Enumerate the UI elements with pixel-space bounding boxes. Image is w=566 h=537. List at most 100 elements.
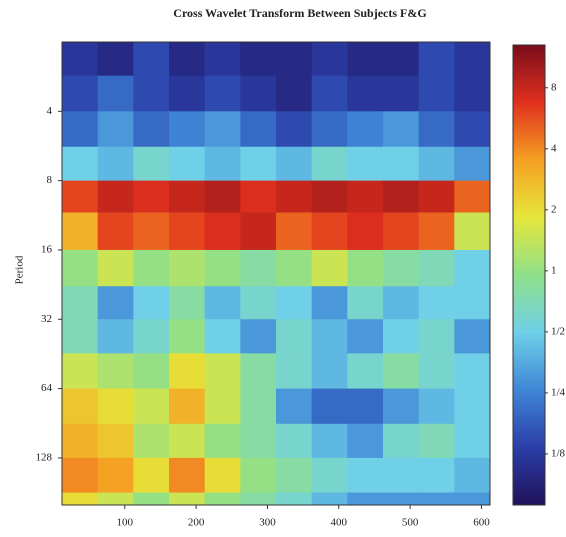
heatmap-cell [204, 180, 241, 213]
heatmap-cell [133, 146, 170, 182]
heatmap-cell [383, 146, 420, 182]
heatmap-cell [311, 249, 348, 287]
heatmap-cell [97, 75, 134, 112]
heatmap-cell [97, 388, 134, 425]
heatmap-cell [454, 75, 491, 112]
heatmap-cell [133, 75, 170, 112]
heatmap-cell [418, 423, 455, 459]
heatmap-cell [62, 423, 99, 459]
heatmap-cell [276, 423, 313, 459]
heatmap-cell [240, 75, 277, 112]
heatmap-cell [383, 457, 420, 494]
heatmap-cell [383, 111, 420, 148]
heatmap-cell [204, 492, 241, 506]
heatmap-cell [454, 423, 491, 459]
heatmap-cell [454, 249, 491, 287]
heatmap-cell [62, 457, 99, 494]
heatmap-cell [240, 249, 277, 287]
heatmap-cell [169, 42, 206, 77]
heatmap-cell [383, 353, 420, 390]
heatmap-cell [383, 319, 420, 354]
heatmap-cell [169, 212, 206, 251]
heatmap-cell [276, 111, 313, 148]
heatmap-cell [240, 180, 277, 213]
heatmap-cell [62, 492, 99, 506]
heatmap-cell [169, 75, 206, 112]
heatmap-cell [383, 180, 420, 213]
x-tick-label: 100 [117, 517, 134, 529]
heatmap-cell [347, 111, 384, 148]
heatmap-cell [418, 111, 455, 148]
heatmap-cell [97, 180, 134, 213]
heatmap-cell [418, 353, 455, 390]
heatmap-cell [276, 492, 313, 506]
heatmap-cell [276, 42, 313, 77]
heatmap-cell [418, 75, 455, 112]
heatmap-cell [418, 457, 455, 494]
heatmap-cell [418, 286, 455, 320]
heatmap-cell [276, 353, 313, 390]
heatmap-cell [62, 353, 99, 390]
heatmap-cell [276, 146, 313, 182]
heatmap-cell [169, 146, 206, 182]
heatmap-cell [62, 388, 99, 425]
heatmap-cell [418, 319, 455, 354]
heatmap-cell [454, 457, 491, 494]
heatmap-cell [418, 146, 455, 182]
heatmap-cell [454, 492, 491, 506]
heatmap-cell [347, 457, 384, 494]
heatmap-cell [204, 353, 241, 390]
heatmap-cell [454, 180, 491, 213]
colorbar-tick-label: 1/2 [551, 325, 565, 337]
heatmap-cell [383, 212, 420, 251]
heatmap-cell [347, 75, 384, 112]
heatmap-cell [133, 111, 170, 148]
heatmap-cell [169, 286, 206, 320]
heatmap-cell [169, 353, 206, 390]
heatmap-cell [97, 111, 134, 148]
x-tick-label: 600 [473, 517, 490, 529]
heatmap-cell [62, 111, 99, 148]
heatmap-cell [311, 146, 348, 182]
heatmap-cell [133, 492, 170, 506]
heatmap-cell [418, 212, 455, 251]
heatmap-cell [62, 75, 99, 112]
heatmap-cell [383, 42, 420, 77]
heatmap-cell [311, 457, 348, 494]
heatmap-cell [347, 388, 384, 425]
heatmap-cell [169, 388, 206, 425]
colorbar-tick-label: 1/4 [551, 386, 566, 398]
heatmap-cell [133, 319, 170, 354]
x-tick-label: 300 [259, 517, 276, 529]
heatmap-cell [418, 249, 455, 287]
heatmap-cell [454, 212, 491, 251]
heatmap-cell [240, 212, 277, 251]
y-tick-label: 4 [47, 105, 53, 117]
colorbar-tick-label: 2 [551, 203, 557, 215]
plot-frame [61, 41, 491, 506]
heatmap-cell [383, 75, 420, 112]
heatmap-cell [311, 286, 348, 320]
y-tick-label: 16 [41, 243, 53, 255]
heatmap-cell [204, 75, 241, 112]
x-tick-label: 400 [331, 517, 348, 529]
heatmap-cell [276, 457, 313, 494]
heatmap-cell [62, 180, 99, 213]
heatmap-cell [240, 42, 277, 77]
heatmap-cell [204, 319, 241, 354]
heatmap-cell [204, 212, 241, 251]
heatmap-cell [169, 249, 206, 287]
heatmap-cell [169, 457, 206, 494]
heatmap-cell [133, 286, 170, 320]
heatmap-cell [97, 457, 134, 494]
colorbar-tick-label: 4 [551, 142, 557, 154]
heatmap-cell [311, 492, 348, 506]
heatmap-cell [240, 146, 277, 182]
heatmap-cell [133, 249, 170, 287]
heatmap-cell [347, 146, 384, 182]
y-tick-label: 128 [36, 451, 53, 463]
heatmap-cell [347, 353, 384, 390]
heatmap-cell [240, 423, 277, 459]
